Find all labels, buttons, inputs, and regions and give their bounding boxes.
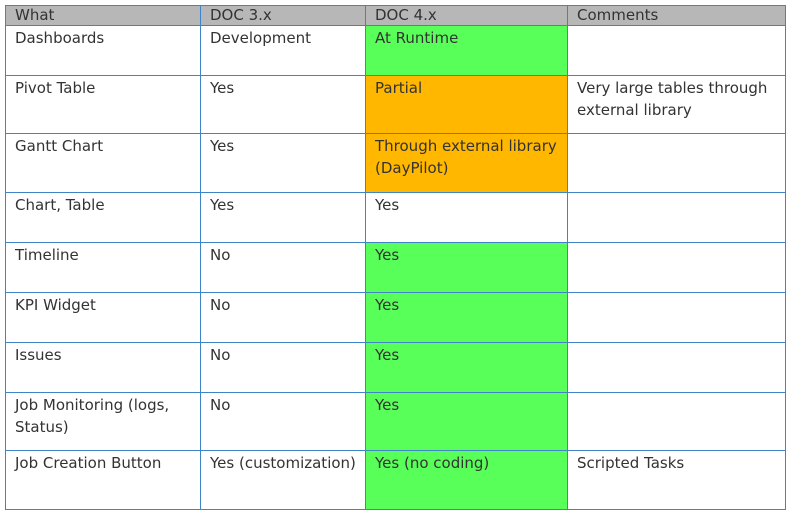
cell-doc3: Yes: [200, 75, 366, 134]
header-doc4: DOC 4.x: [365, 5, 568, 26]
cell-doc3: Yes: [200, 133, 366, 193]
cell-comments: [567, 25, 786, 76]
table-row: Chart, Table Yes Yes: [5, 192, 786, 243]
table-row: Dashboards Development At Runtime: [5, 25, 786, 76]
cell-comments: [567, 342, 786, 393]
table-row: Pivot Table Yes Partial Very large table…: [5, 75, 786, 134]
table-row: Timeline No Yes: [5, 242, 786, 293]
cell-doc3: Yes: [200, 192, 366, 243]
cell-doc3: No: [200, 392, 366, 451]
header-row: What DOC 3.x DOC 4.x Comments: [5, 5, 786, 26]
cell-doc4: Yes: [365, 242, 568, 293]
cell-comments: [567, 392, 786, 451]
cell-doc4: Yes: [365, 392, 568, 451]
cell-comments: Scripted Tasks: [567, 450, 786, 510]
cell-comments: Very large tables through external libra…: [567, 75, 786, 134]
cell-doc4: Yes: [365, 192, 568, 243]
cell-what: Chart, Table: [5, 192, 201, 243]
cell-doc4: Partial: [365, 75, 568, 134]
cell-what: Gantt Chart: [5, 133, 201, 193]
cell-doc4: Yes (no coding): [365, 450, 568, 510]
cell-comments: [567, 242, 786, 293]
cell-doc4: Yes: [365, 292, 568, 343]
cell-what: Pivot Table: [5, 75, 201, 134]
cell-doc3: Yes (customization): [200, 450, 366, 510]
header-what: What: [5, 5, 201, 26]
cell-doc4: Through external library (DayPilot): [365, 133, 568, 193]
cell-what: Job Monitoring (logs, Status): [5, 392, 201, 451]
table-row: Issues No Yes: [5, 342, 786, 393]
comparison-table: What DOC 3.x DOC 4.x Comments Dashboards…: [5, 5, 786, 510]
cell-what: Dashboards: [5, 25, 201, 76]
header-doc3: DOC 3.x: [200, 5, 366, 26]
cell-doc3: Development: [200, 25, 366, 76]
cell-doc4: Yes: [365, 342, 568, 393]
cell-doc3: No: [200, 292, 366, 343]
cell-what: KPI Widget: [5, 292, 201, 343]
cell-comments: [567, 292, 786, 343]
cell-doc3: No: [200, 242, 366, 293]
cell-what: Issues: [5, 342, 201, 393]
cell-comments: [567, 192, 786, 243]
cell-doc3: No: [200, 342, 366, 393]
cell-doc4: At Runtime: [365, 25, 568, 76]
header-comments: Comments: [567, 5, 786, 26]
cell-what: Timeline: [5, 242, 201, 293]
table-row: KPI Widget No Yes: [5, 292, 786, 343]
cell-comments: [567, 133, 786, 193]
cell-what: Job Creation Button: [5, 450, 201, 510]
table-row: Gantt Chart Yes Through external library…: [5, 133, 786, 193]
table-row: Job Monitoring (logs, Status) No Yes: [5, 392, 786, 451]
table-row: Job Creation Button Yes (customization) …: [5, 450, 786, 510]
